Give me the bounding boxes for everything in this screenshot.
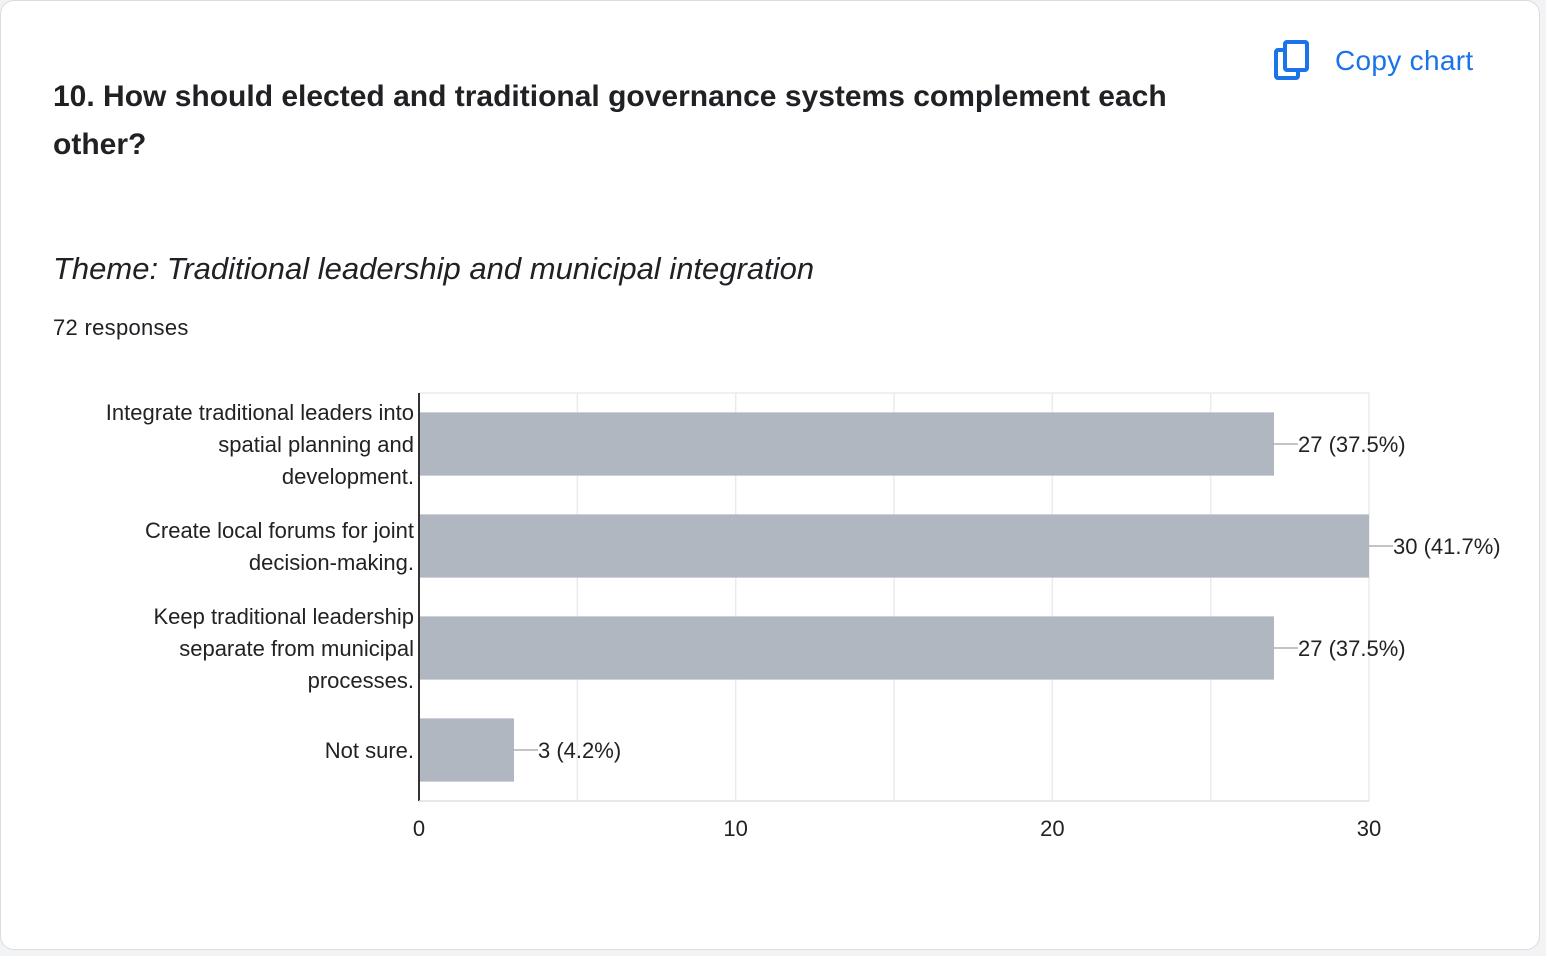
category-label: Keep traditional leadership <box>153 604 414 629</box>
x-tick-label: 20 <box>1040 816 1064 841</box>
bar <box>419 718 514 782</box>
copy-chart-button[interactable]: Copy chart <box>1273 39 1473 83</box>
x-tick-label: 10 <box>723 816 747 841</box>
category-label: Create local forums for joint <box>145 518 414 543</box>
category-label: Not sure. <box>325 738 414 763</box>
category-label: Integrate traditional leaders into <box>106 400 414 425</box>
bar <box>419 514 1369 578</box>
bar <box>419 616 1274 680</box>
x-tick-label: 0 <box>413 816 425 841</box>
category-label: processes. <box>308 668 414 693</box>
bar <box>419 412 1274 476</box>
category-label: development. <box>282 464 414 489</box>
category-label: spatial planning and <box>218 432 414 457</box>
copy-chart-label: Copy chart <box>1335 45 1474 76</box>
copy-icon <box>1273 39 1313 83</box>
theme-subtitle: Theme: Traditional leadership and munici… <box>53 251 815 286</box>
category-label: decision-making. <box>249 550 414 575</box>
data-label: 30 (41.7%) <box>1393 534 1501 559</box>
x-tick-label: 30 <box>1357 816 1381 841</box>
category-label: separate from municipal <box>179 636 414 661</box>
question-title: 10. How should elected and traditional g… <box>53 80 1167 161</box>
response-count: 72 responses <box>53 315 189 340</box>
data-label: 27 (37.5%) <box>1298 636 1406 661</box>
data-label: 3 (4.2%) <box>538 738 621 763</box>
data-label: 27 (37.5%) <box>1298 432 1406 457</box>
